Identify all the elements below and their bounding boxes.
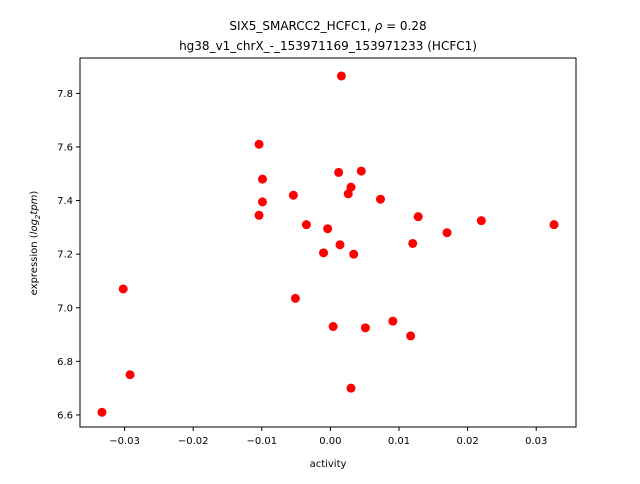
y-tick-label-7: 7.8 [57, 89, 73, 100]
data-point-10 [301, 220, 311, 230]
data-point-1 [97, 407, 107, 417]
data-point-26 [408, 238, 418, 248]
data-point-18 [346, 182, 356, 192]
data-point-23 [375, 194, 385, 204]
data-point-13 [328, 322, 338, 332]
title-main: SIX5_SMARCC2_HCFC1, [229, 19, 374, 33]
data-point-29 [476, 216, 486, 226]
data-point-14 [334, 167, 344, 177]
y-tick-label-5: 7.4 [57, 196, 73, 207]
chart-title-line1: SIX5_SMARCC2_HCFC1, ρ = 0.28 [229, 19, 426, 33]
x-axis-ticks: −0.03 −0.02 −0.01 0.00 0.01 0.02 0.03 [109, 427, 547, 447]
data-point-11 [319, 248, 329, 258]
x-tick-label-3: −0.01 [246, 436, 277, 447]
axes-frame [79, 57, 577, 428]
x-tick-label-2: −0.02 [178, 436, 209, 447]
y-axis-ticks: 6.6 6.8 7.0 7.2 7.4 7.6 7.8 [57, 89, 80, 421]
x-tick-label-5: 0.01 [388, 436, 410, 447]
x-tick-label-7: 0.03 [525, 436, 547, 447]
data-point-20 [349, 249, 359, 259]
data-point-3 [125, 370, 135, 380]
data-point-28 [442, 228, 452, 238]
ylabel-sub: 2 [34, 214, 42, 219]
x-tick-label-6: 0.02 [456, 436, 478, 447]
y-tick-label-2: 6.8 [57, 357, 73, 368]
ylabel-prefix: expression ( [29, 234, 40, 295]
data-point-25 [406, 331, 416, 341]
x-axis-label: activity [310, 459, 347, 470]
x-tick-label-1: −0.03 [109, 436, 140, 447]
title-rho-value: = 0.28 [382, 19, 426, 33]
ylabel-suffix: ) [29, 191, 40, 195]
data-point-21 [356, 166, 366, 176]
data-point-9 [290, 293, 300, 303]
ylabel-log: log [29, 219, 40, 234]
chart-title-line2: hg38_v1_chrX_-_153971169_153971233 (HCFC… [179, 39, 477, 53]
data-point-4 [254, 139, 264, 149]
data-point-5 [254, 210, 264, 220]
data-point-19 [346, 383, 356, 393]
ylabel-tpm: tpm [29, 194, 40, 214]
data-point-22 [360, 323, 370, 333]
data-point-15 [335, 240, 345, 250]
y-axis-label: expression (log2tpm) [29, 191, 42, 296]
data-point-6 [257, 174, 267, 184]
y-tick-label-1: 6.6 [57, 410, 73, 421]
title-rho-symbol: ρ [375, 19, 383, 33]
y-tick-label-4: 7.2 [57, 250, 73, 261]
data-point-16 [336, 71, 346, 81]
data-point-12 [323, 224, 333, 234]
data-point-7 [257, 197, 267, 207]
data-point-8 [288, 190, 298, 200]
data-point-2 [118, 284, 128, 294]
data-point-30 [549, 220, 559, 230]
y-tick-label-3: 7.0 [57, 303, 73, 314]
data-point-24 [388, 316, 398, 326]
data-point-27 [413, 212, 423, 222]
y-tick-label-6: 7.6 [57, 142, 73, 153]
points-layer [97, 71, 559, 417]
x-tick-label-4: 0.00 [319, 436, 341, 447]
